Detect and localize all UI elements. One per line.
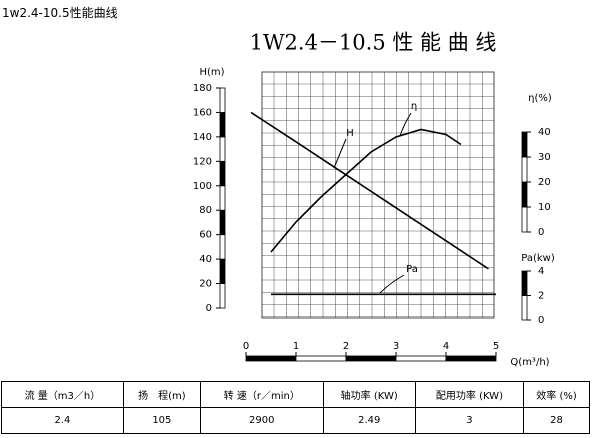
tick-label: 1 [293, 341, 299, 352]
y2-axis-label: η(%) [528, 93, 552, 104]
tick-label: 10 [538, 202, 551, 213]
axis-bar [219, 283, 226, 309]
tick-label: 0 [243, 341, 249, 352]
tick-label: 20 [538, 177, 551, 188]
tick-label: 140 [193, 132, 212, 143]
series-line [250, 111, 489, 270]
series-label: η [411, 101, 417, 112]
axis-bar [295, 355, 347, 362]
y-axis-label: H(m) [199, 67, 224, 78]
tick-label: 40 [199, 254, 212, 265]
table-header: 效率 (%) [523, 381, 590, 408]
tick-label: 160 [193, 107, 212, 118]
leader-line [399, 112, 412, 137]
axis-bar [521, 156, 528, 183]
tick-label: 20 [199, 279, 212, 290]
axis-bar [219, 185, 226, 211]
tick-label: 0 [206, 303, 212, 314]
tick-label: 4 [538, 266, 544, 277]
tick-label: 120 [193, 156, 212, 167]
axis-bar [521, 295, 528, 321]
axis-bar [345, 355, 397, 362]
table-cell: 2.4 [1, 407, 124, 434]
axis-bar [521, 270, 528, 296]
table-header: 扬 程(m) [122, 381, 201, 408]
leader-line [333, 138, 347, 169]
axis-bar [219, 112, 226, 138]
series-label: Pa [406, 264, 418, 275]
axis-bar [521, 181, 528, 208]
leader-line [379, 274, 405, 294]
series-label: H [346, 128, 354, 139]
axis-bar [219, 136, 226, 162]
tick-label: 180 [193, 83, 212, 94]
tick-label: 5 [493, 341, 499, 352]
axis-bar [219, 234, 226, 260]
y3-axis-label: Pa(kw) [521, 253, 555, 264]
series-line [270, 128, 462, 253]
tick-label: 4 [443, 341, 449, 352]
axis-bar [521, 131, 528, 158]
tick-label: 0 [538, 315, 544, 326]
axis-bar [219, 258, 226, 284]
chart-title: 1W2.4－10.5 性 能 曲 线 [250, 31, 497, 55]
axis-bar [395, 355, 447, 362]
table-cell: 2900 [199, 407, 324, 434]
tick-label: 2 [538, 291, 544, 302]
page-title: 1w2.4-10.5性能曲线 [2, 6, 118, 20]
axis-bar [521, 206, 528, 233]
tick-label: 0 [538, 227, 544, 238]
table-cell: 105 [122, 407, 201, 434]
axis-bar [219, 209, 226, 236]
table-header: 流 量（m3／h） [1, 381, 124, 408]
table-cell: 2.49 [322, 407, 416, 434]
axis-bar [245, 355, 297, 362]
axis-bar [219, 160, 226, 187]
axis-bar [219, 87, 226, 113]
tick-label: 30 [538, 152, 551, 163]
table-cell: 3 [414, 407, 525, 434]
tick-label: 3 [393, 341, 399, 352]
table-cell: 28 [523, 407, 590, 434]
table-header: 轴功率 (KW) [322, 381, 416, 408]
tick-label: 60 [199, 230, 212, 241]
chart: 1W2.4－10.5 性 能 曲 线 H(m) η(%) Pa(kw) Q(m³… [193, 31, 555, 369]
tick-label: 100 [193, 181, 212, 192]
axis-bar [445, 355, 497, 362]
tick-label: 40 [538, 127, 551, 138]
tick-label: 2 [343, 341, 349, 352]
table-header: 配用功率 (KW) [414, 381, 525, 408]
spec-table: 流 量（m3／h） 扬 程(m) 转 速（r／min） 轴功率 (KW) 配用功… [1, 381, 590, 434]
tick-label: 80 [199, 205, 212, 216]
x-axis-label: Q(m³/h) [510, 357, 549, 368]
table-header: 转 速（r／min） [199, 381, 324, 408]
